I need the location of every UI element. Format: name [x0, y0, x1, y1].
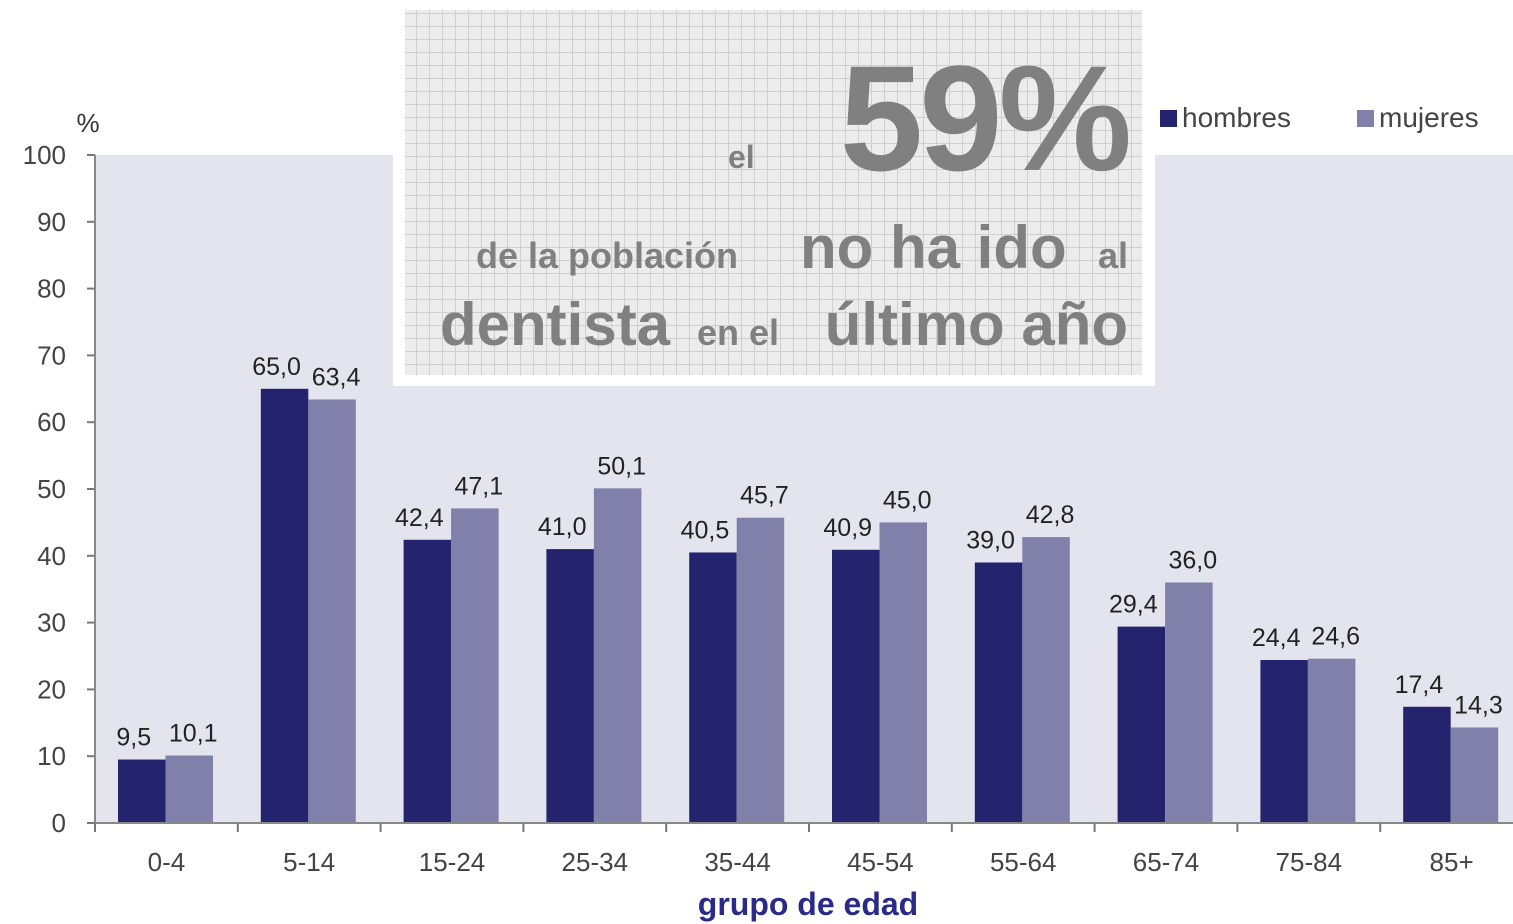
- y-tick-label: 20: [37, 674, 66, 704]
- y-tick-label: 30: [37, 608, 66, 638]
- bar: [1165, 582, 1213, 823]
- annotation-pattern: [405, 10, 1142, 375]
- value-label: 40,5: [681, 516, 730, 544]
- x-tick-label: 5-14: [283, 847, 335, 877]
- bar: [1450, 727, 1499, 823]
- y-tick-label: 70: [37, 340, 66, 370]
- x-tick-label: 55-64: [990, 847, 1057, 877]
- value-label: 10,1: [169, 720, 218, 748]
- x-tick-label: 0-4: [148, 847, 186, 877]
- annotation-text: último año: [825, 291, 1128, 358]
- y-tick-label: 100: [23, 140, 66, 170]
- y-tick-label: 60: [37, 407, 66, 437]
- bar: [260, 388, 309, 823]
- value-label: 24,6: [1311, 623, 1360, 651]
- bar: [1307, 658, 1356, 823]
- x-tick-label: 85+: [1430, 847, 1474, 877]
- value-label: 41,0: [538, 513, 587, 541]
- x-tick-label: 15-24: [419, 847, 486, 877]
- y-tick-label: 10: [37, 741, 66, 771]
- bar: [308, 399, 356, 823]
- bar: [593, 488, 642, 823]
- legend-label: mujeres: [1379, 102, 1479, 133]
- x-tick-label: 25-34: [562, 847, 629, 877]
- annotation-text: no ha ido: [800, 214, 1067, 281]
- legend-swatch: [1357, 110, 1374, 127]
- value-label: 45,0: [883, 486, 932, 514]
- y-tick-label: 80: [37, 274, 66, 304]
- bar: [879, 522, 927, 823]
- bar: [832, 549, 880, 823]
- annotation-text: dentista: [440, 291, 671, 358]
- bar: [451, 508, 499, 823]
- x-tick-label: 45-54: [847, 847, 914, 877]
- y-tick-label: 90: [37, 207, 66, 237]
- y-unit-label: %: [76, 108, 99, 138]
- annotation-text: 59%: [840, 34, 1129, 202]
- y-tick-label: 40: [37, 541, 66, 571]
- x-tick-label: 35-44: [704, 847, 771, 877]
- bar: [546, 549, 594, 823]
- value-label: 65,0: [252, 353, 301, 381]
- y-tick-label: 0: [52, 808, 66, 838]
- bar: [118, 759, 166, 823]
- value-label: 29,4: [1109, 591, 1158, 619]
- bar: [403, 539, 452, 823]
- bar: [974, 562, 1023, 823]
- bar: [165, 755, 213, 823]
- y-tick-label: 50: [37, 474, 66, 504]
- x-tick-label: 75-84: [1276, 847, 1343, 877]
- bar: [1117, 626, 1166, 823]
- legend-swatch: [1160, 110, 1177, 127]
- bar: [1260, 660, 1308, 823]
- value-label: 40,9: [823, 514, 872, 542]
- bar: [1403, 706, 1451, 823]
- bar: [736, 517, 785, 823]
- value-label: 36,0: [1169, 547, 1218, 575]
- value-label: 50,1: [597, 452, 646, 480]
- x-axis-title: grupo de edad: [698, 886, 918, 922]
- value-label: 42,4: [395, 504, 444, 532]
- value-label: 45,7: [740, 482, 789, 510]
- annotation-text: en el: [697, 312, 779, 353]
- value-label: 47,1: [455, 472, 504, 500]
- bar: [689, 552, 737, 823]
- legend-label: hombres: [1182, 102, 1291, 133]
- x-tick-label: 65-74: [1133, 847, 1200, 877]
- value-label: 9,5: [116, 724, 151, 752]
- value-label: 42,8: [1026, 501, 1075, 529]
- annotation-text: el: [728, 139, 755, 175]
- value-label: 17,4: [1395, 671, 1444, 699]
- value-label: 63,4: [312, 363, 361, 391]
- annotation-text: al: [1098, 235, 1128, 276]
- annotation-box: el 59% de la población no ha ido al dent…: [393, 8, 1155, 386]
- annotation-text: de la población: [476, 235, 738, 276]
- value-label: 24,4: [1252, 624, 1301, 652]
- value-label: 14,3: [1454, 691, 1503, 719]
- value-label: 39,0: [966, 526, 1015, 554]
- bar: [1022, 537, 1070, 823]
